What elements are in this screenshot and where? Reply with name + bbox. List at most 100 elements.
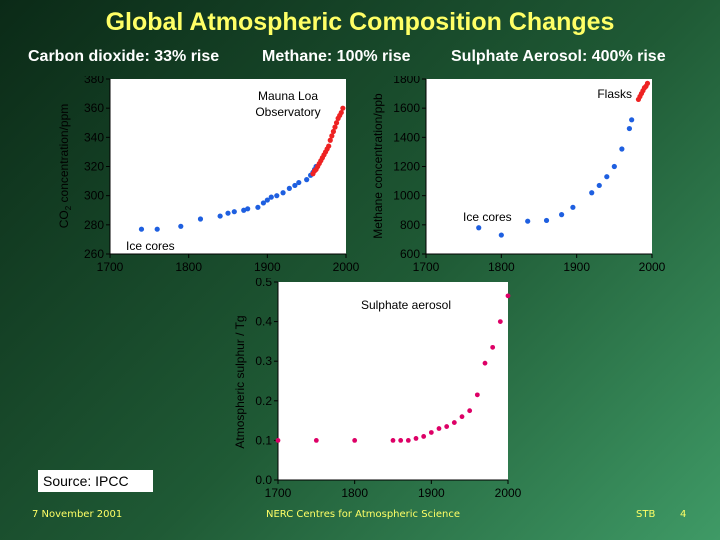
- methane-series-0-point: [498, 232, 504, 238]
- sulphate-ylabel: Atmospheric sulphur / Tg: [233, 315, 247, 448]
- co2-xtick-label: 1900: [254, 260, 281, 274]
- sulphate-series-0-point: [413, 436, 419, 441]
- sulphate-ytick-label: 0.0: [255, 473, 272, 487]
- methane-chart: 600 800 1000 1200 1400 1600 1800 1700 1800 1900 20…: [371, 76, 666, 274]
- co2-ytick-label: 360: [84, 101, 104, 115]
- co2-series-0-point: [292, 182, 298, 189]
- co2-series-1-point: [333, 120, 340, 126]
- methane-series-0-point: [596, 182, 602, 189]
- co2-series-0-point: [138, 226, 145, 232]
- co2-xtick-label: 2000: [333, 260, 360, 274]
- footer-page-number: 4: [680, 509, 687, 520]
- footer-date: 7 November 2001: [32, 509, 123, 520]
- methane-series-0-point: [525, 218, 531, 224]
- sulphate-series-0-point: [390, 438, 396, 443]
- subtitle-sulphate: Sulphate Aerosol: 400% rise: [451, 48, 666, 65]
- footer-organization: NERC Centres for Atmospheric Science: [266, 509, 460, 520]
- methane-series-1-point: [644, 80, 651, 86]
- co2-chart: 260 280 300 320 340 360 380 1700 1800 1900 2000 CO…: [57, 76, 360, 274]
- sulphate-plot-area: [278, 282, 508, 480]
- footer-author: STB: [636, 509, 656, 520]
- sulphate-xtick-label: 2000: [495, 486, 522, 500]
- co2-xtick-label: 1800: [175, 260, 202, 274]
- co2-series-0-point: [178, 223, 184, 229]
- co2-series-0-point: [217, 213, 223, 219]
- co2-series-0-point: [245, 206, 251, 212]
- methane-ytick-label: 600: [400, 247, 420, 261]
- sulphate-series-0-point: [428, 430, 434, 435]
- co2-series-0-point: [225, 210, 231, 216]
- co2-series-1-point: [330, 128, 337, 135]
- methane-xtick-label: 2000: [639, 260, 666, 274]
- co2-ytick-label: 340: [84, 130, 104, 144]
- methane-series-0-point: [570, 204, 576, 210]
- sulphate-chart: 0.0 0.1 0.2 0.3 0.4 0.5 1700 1800 1900 2000 Atmos…: [233, 278, 522, 500]
- co2-series-1-point: [327, 137, 333, 143]
- sulphate-series-0-point: [275, 438, 281, 443]
- sulphate-series-0-point: [505, 293, 511, 299]
- slide-title: Global Atmospheric Composition Changes: [105, 8, 615, 36]
- sulphate-series-0-point: [421, 434, 427, 439]
- co2-annotation-observatory: Observatory: [255, 105, 320, 119]
- co2-ylabel: CO2 concentration/ppm: [57, 104, 73, 229]
- sulphate-series-0-point: [490, 344, 496, 350]
- co2-series-0-point: [286, 185, 292, 191]
- subtitle-co2: Carbon dioxide: 33% rise: [28, 48, 220, 65]
- co2-annotation-ice-cores: Ice cores: [126, 239, 175, 253]
- co2-series-0-point: [274, 193, 280, 199]
- co2-series-1-point: [326, 143, 332, 149]
- sulphate-series-0-point: [451, 420, 457, 425]
- co2-plot-area: [110, 79, 346, 254]
- methane-series-0-point: [604, 174, 610, 180]
- sulphate-ytick-label: 0.5: [255, 278, 272, 289]
- co2-series-0-point: [197, 216, 204, 222]
- methane-series-0-point: [626, 125, 632, 132]
- methane-series-0-point: [476, 225, 482, 231]
- co2-series-0-point: [260, 200, 266, 206]
- co2-annotation-mauna-loa: Mauna Loa: [258, 89, 318, 103]
- methane-annotation-ice-cores: Ice cores: [463, 210, 512, 224]
- methane-xtick-label: 1800: [488, 260, 515, 274]
- methane-ytick-label: 1400: [393, 130, 420, 144]
- methane-ytick-label: 800: [400, 218, 420, 232]
- sulphate-ytick-label: 0.3: [255, 354, 272, 368]
- methane-series-0-point: [543, 217, 550, 224]
- co2-series-0-point: [268, 194, 274, 200]
- sulphate-xtick-label: 1700: [265, 486, 292, 500]
- sulphate-series-0-point: [444, 424, 450, 429]
- sulphate-series-0-point: [459, 414, 465, 420]
- co2-series-0-point: [304, 177, 310, 183]
- sulphate-series-0-point: [482, 360, 488, 366]
- co2-ytick-label: 320: [84, 160, 104, 174]
- co2-series-0-point: [231, 209, 237, 215]
- co2-xtick-label: 1700: [97, 260, 124, 274]
- co2-series-0-point: [241, 207, 247, 213]
- co2-ytick-label: 280: [84, 218, 104, 232]
- methane-ylabel: Methane concentration/ppb: [371, 93, 385, 239]
- co2-series-0-point: [154, 226, 160, 232]
- methane-series-0-point: [619, 146, 625, 152]
- methane-ytick-label: 1800: [393, 76, 420, 86]
- sulphate-xtick-label: 1800: [341, 486, 368, 500]
- sulphate-series-0-point: [405, 438, 411, 443]
- sulphate-ytick-label: 0.1: [255, 433, 272, 447]
- co2-series-1-point: [340, 105, 346, 111]
- methane-series-0-point: [589, 190, 595, 196]
- sulphate-series-0-point: [474, 392, 480, 398]
- sulphate-series-0-point: [467, 408, 473, 414]
- source-label: Source: IPCC: [38, 470, 153, 492]
- methane-xtick-label: 1700: [413, 260, 440, 274]
- sulphate-series-0-point: [497, 319, 503, 324]
- sulphate-series-0-point: [398, 438, 404, 443]
- sulphate-annotation: Sulphate aerosol: [361, 298, 451, 312]
- co2-series-0-point: [296, 179, 302, 186]
- sulphate-series-0-point: [313, 438, 319, 443]
- co2-ytick-label: 380: [84, 76, 104, 86]
- sulphate-xtick-label: 1900: [418, 486, 445, 500]
- methane-ytick-label: 1000: [393, 189, 420, 203]
- co2-ytick-label: 300: [84, 189, 104, 203]
- sulphate-ytick-label: 0.2: [255, 394, 272, 408]
- co2-series-0-point: [264, 197, 270, 203]
- methane-ytick-label: 1200: [393, 160, 420, 174]
- sulphate-series-0-point: [352, 438, 358, 443]
